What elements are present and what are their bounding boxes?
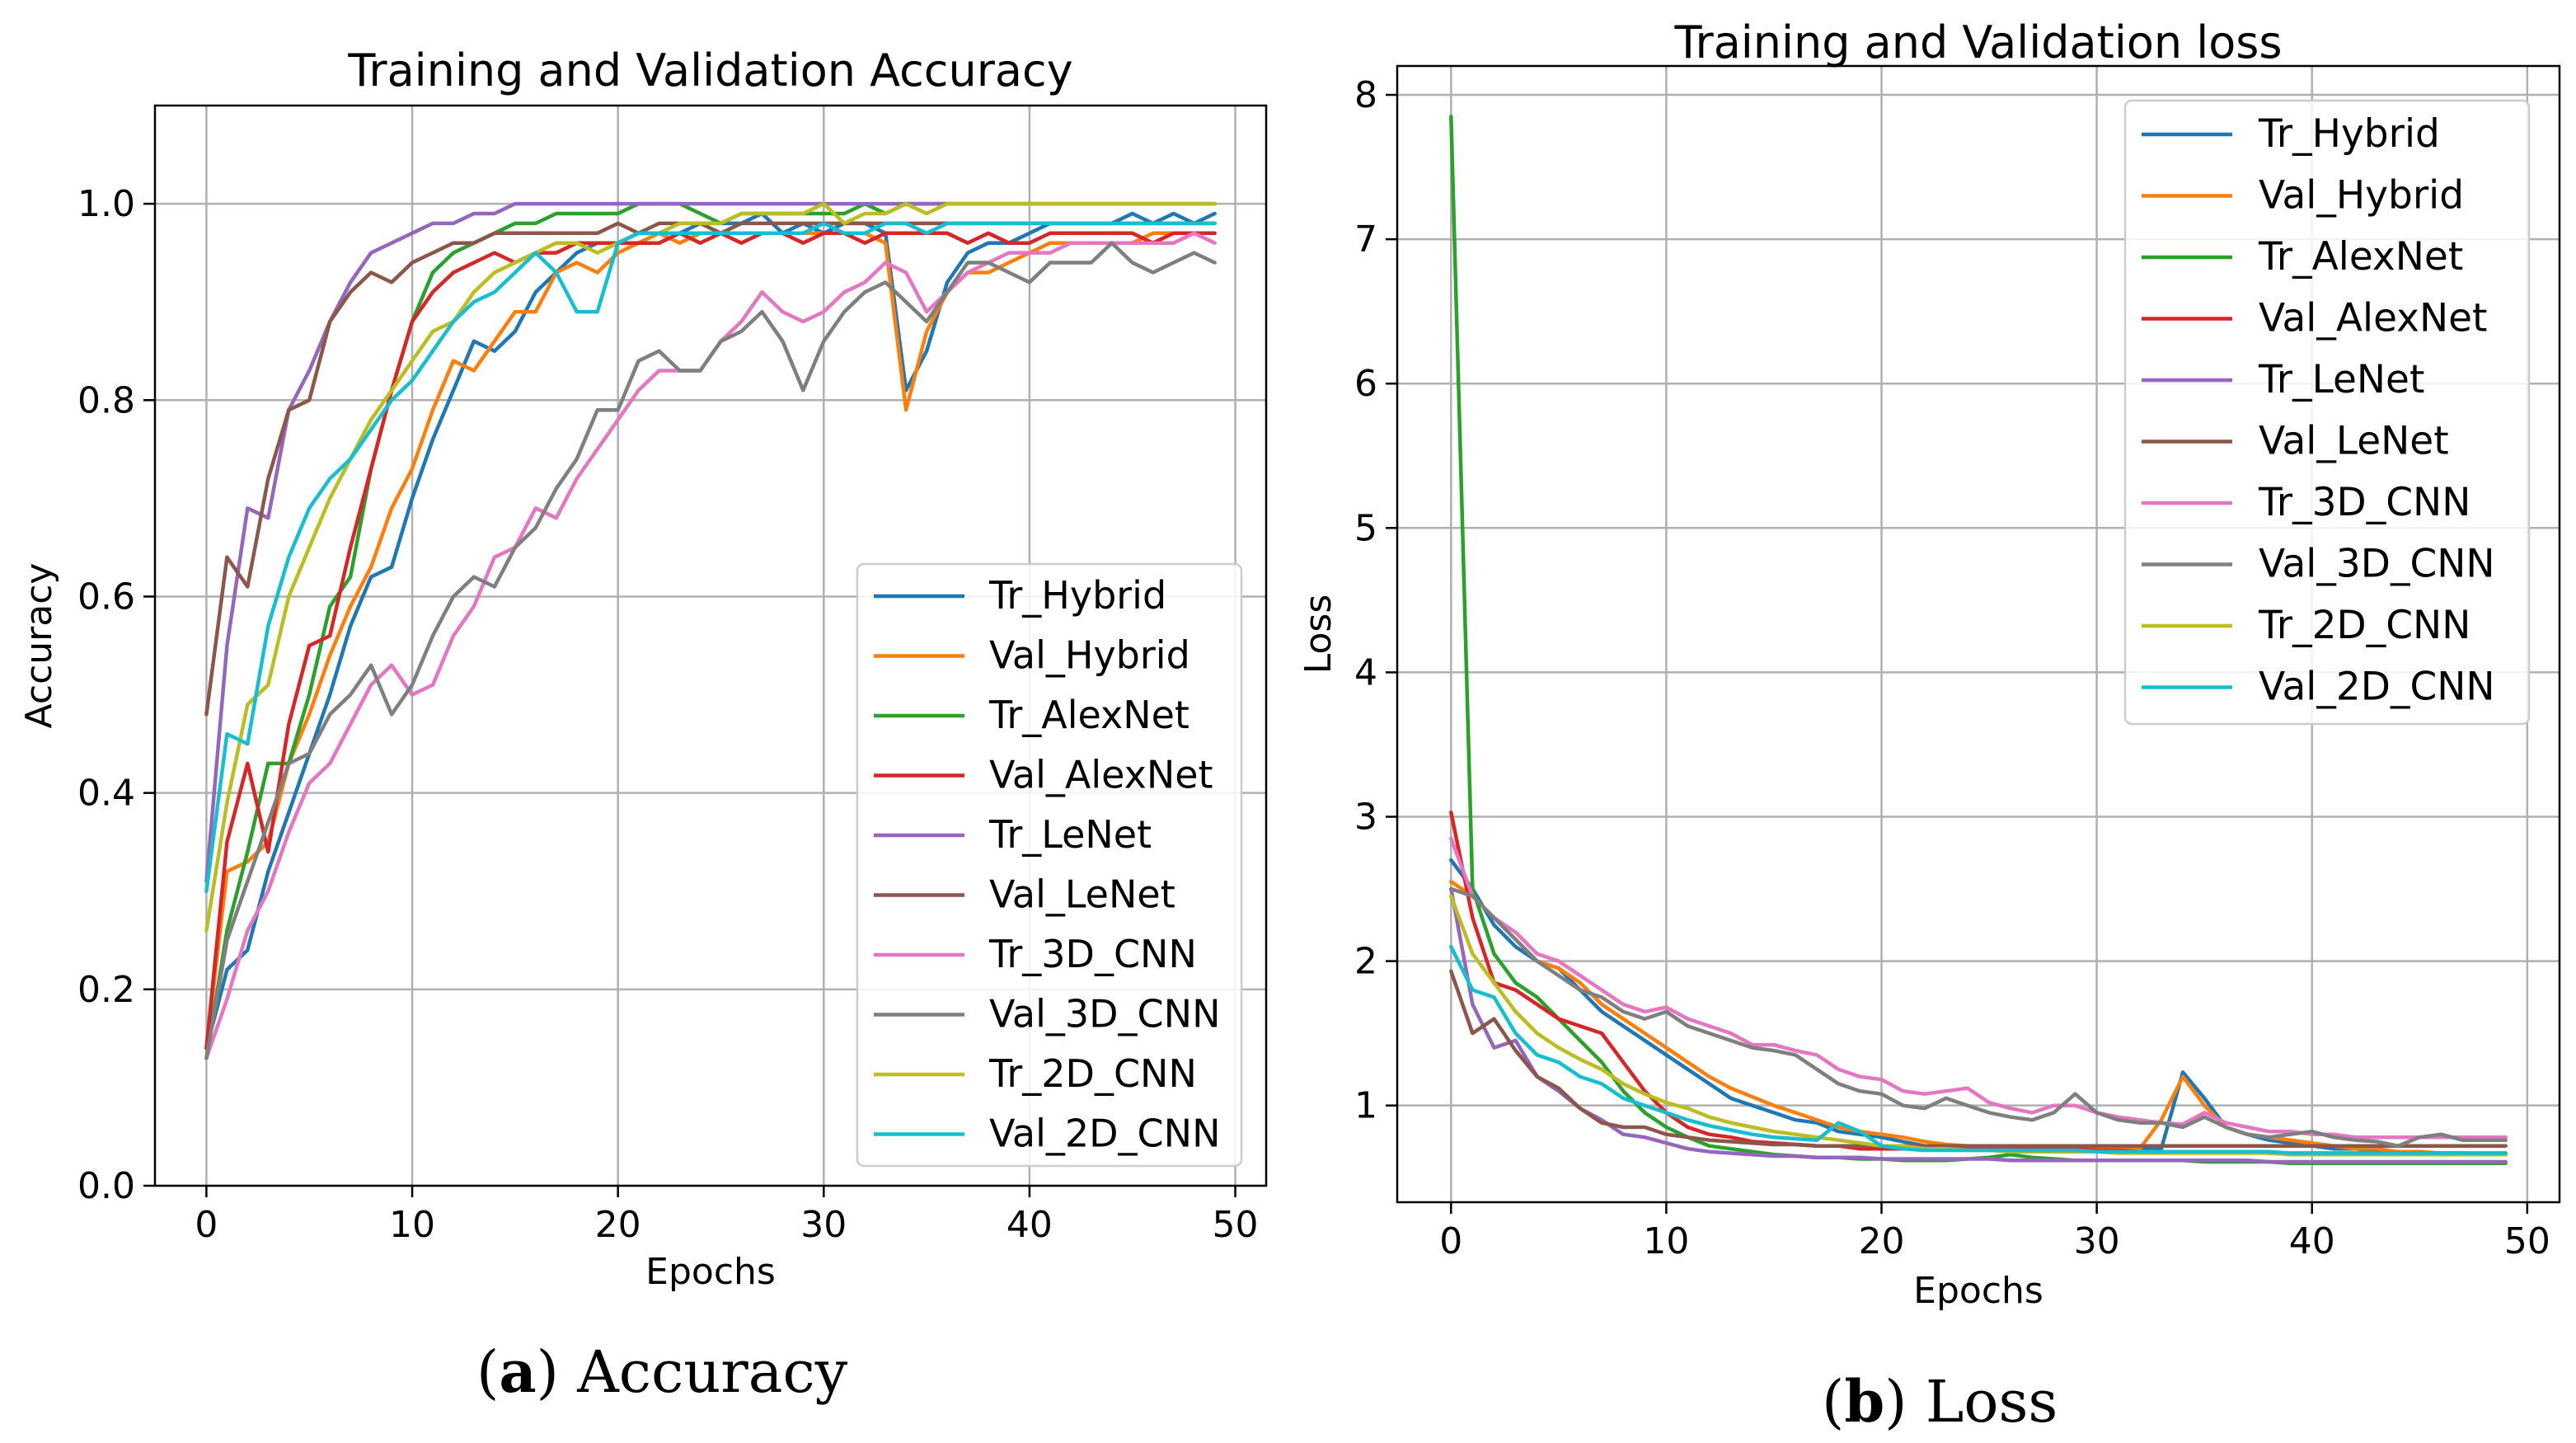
legend-entry: Tr_Hybrid (988, 573, 1166, 618)
legend-entry: Val_AlexNet (989, 753, 1213, 797)
legend-entry: Val_LeNet (989, 872, 1175, 917)
x-tick-label: 10 (1643, 1220, 1689, 1262)
legend-entry: Tr_3D_CNN (2258, 480, 2470, 525)
x-tick-label: 0 (1439, 1220, 1462, 1262)
legend-entry: Tr_AlexNet (988, 693, 1189, 737)
y-tick-label: 5 (1354, 507, 1377, 549)
series-line-val-2d-cnn (1449, 944, 2508, 1155)
chart-loss: 0 10 20 30 40 50 1 2 3 4 5 6 7 8 Training and Validati… (1297, 16, 2561, 1312)
x-tick-label: 50 (1213, 1204, 1259, 1246)
loss-plot-frame (1396, 64, 2561, 1204)
series-line-val-3d-cnn (1449, 886, 2508, 1148)
accuracy-xlabel: Epochs (645, 1251, 776, 1293)
y-tick-label: 0.8 (77, 379, 135, 421)
legend-entry: Val_Hybrid (989, 633, 1190, 678)
y-tick-label: 0.2 (77, 969, 135, 1011)
y-tick-label: 1 (1354, 1085, 1377, 1127)
x-tick-label: 40 (2289, 1220, 2335, 1262)
x-tick-label: 40 (1006, 1204, 1053, 1246)
loss-ylabel: Loss (1297, 595, 1340, 674)
series-line-tr-lenet (1449, 886, 2508, 1164)
y-tick-label: 7 (1354, 219, 1377, 261)
legend-entry: Val_Hybrid (2259, 173, 2464, 219)
x-tick-label: 20 (595, 1204, 641, 1246)
accuracy-legend: Tr_Hybrid Val_Hybrid Tr_AlexNet Val_AlexNet… (856, 562, 1243, 1168)
series-line-tr-2d-cnn (204, 201, 1217, 933)
y-tick-label: 6 (1354, 363, 1377, 405)
x-tick-label: 50 (2504, 1220, 2550, 1262)
loss-xlabel: Epochs (1913, 1270, 2043, 1312)
caption-accuracy-letter: a (499, 1337, 537, 1406)
legend-entry: Val_AlexNet (2259, 296, 2487, 341)
accuracy-title: Training and Validation Accuracy (347, 45, 1072, 96)
y-tick-label: 0.6 (77, 576, 135, 618)
legend-entry: Tr_2D_CNN (988, 1051, 1197, 1096)
y-tick-label: 4 (1354, 651, 1377, 693)
chart-accuracy: 0 10 20 30 40 50 0.0 0.2 0.4 0.6 0.8 1.0 Training an… (18, 45, 1268, 1293)
series-line-tr-3d-cnn (1449, 836, 2508, 1140)
accuracy-plot-frame (153, 104, 1268, 1187)
series-line-val-alexnet (204, 231, 1217, 1051)
y-tick-label: 2 (1354, 941, 1377, 983)
legend-entry: Val_2D_CNN (2259, 665, 2495, 710)
series-line-val-3d-cnn (204, 241, 1217, 1060)
y-tick-label: 8 (1354, 74, 1377, 116)
loss-series (1449, 115, 2508, 1165)
loss-title: Training and Validation loss (1673, 16, 2282, 68)
caption-loss-letter: b (1844, 1367, 1885, 1436)
legend-entry: Tr_2D_CNN (2258, 603, 2470, 648)
accuracy-ylabel: Accuracy (18, 563, 60, 729)
legend-entry: Tr_AlexNet (2258, 234, 2463, 280)
legend-entry: Tr_LeNet (988, 812, 1152, 857)
x-tick-label: 10 (389, 1204, 435, 1246)
legend-entry: Tr_LeNet (2258, 357, 2424, 402)
caption-loss-text: Loss (1925, 1368, 2058, 1436)
legend-entry: Tr_3D_CNN (988, 932, 1197, 976)
legend-entry: Val_LeNet (2259, 419, 2449, 464)
series-line-val-2d-cnn (204, 221, 1217, 893)
y-tick-label: 0.4 (77, 773, 135, 815)
caption-accuracy: (a) Accuracy (476, 1337, 848, 1406)
caption-loss: (b) Loss (1822, 1367, 2058, 1436)
x-tick-label: 30 (2074, 1220, 2120, 1262)
x-tick-label: 0 (195, 1204, 218, 1246)
legend-entry: Val_3D_CNN (989, 992, 1221, 1036)
y-tick-label: 3 (1354, 796, 1377, 838)
caption-accuracy-text: Accuracy (577, 1338, 848, 1406)
legend-entry: Val_3D_CNN (2259, 542, 2495, 587)
series-line-val-alexnet (1449, 810, 2508, 1155)
series-line-tr-2d-cnn (1449, 894, 2508, 1157)
x-tick-label: 30 (800, 1204, 847, 1246)
y-tick-label: 0.0 (77, 1165, 135, 1207)
legend-entry: Val_2D_CNN (989, 1112, 1221, 1156)
x-tick-label: 20 (1859, 1220, 1905, 1262)
series-line-val-lenet (1449, 969, 2508, 1148)
loss-legend: Tr_Hybrid Val_Hybrid Tr_AlexNet Val_AlexNet… (2123, 99, 2531, 726)
y-tick-label: 1.0 (77, 183, 135, 225)
legend-entry: Tr_Hybrid (2258, 111, 2440, 157)
accuracy-series (204, 201, 1217, 1060)
